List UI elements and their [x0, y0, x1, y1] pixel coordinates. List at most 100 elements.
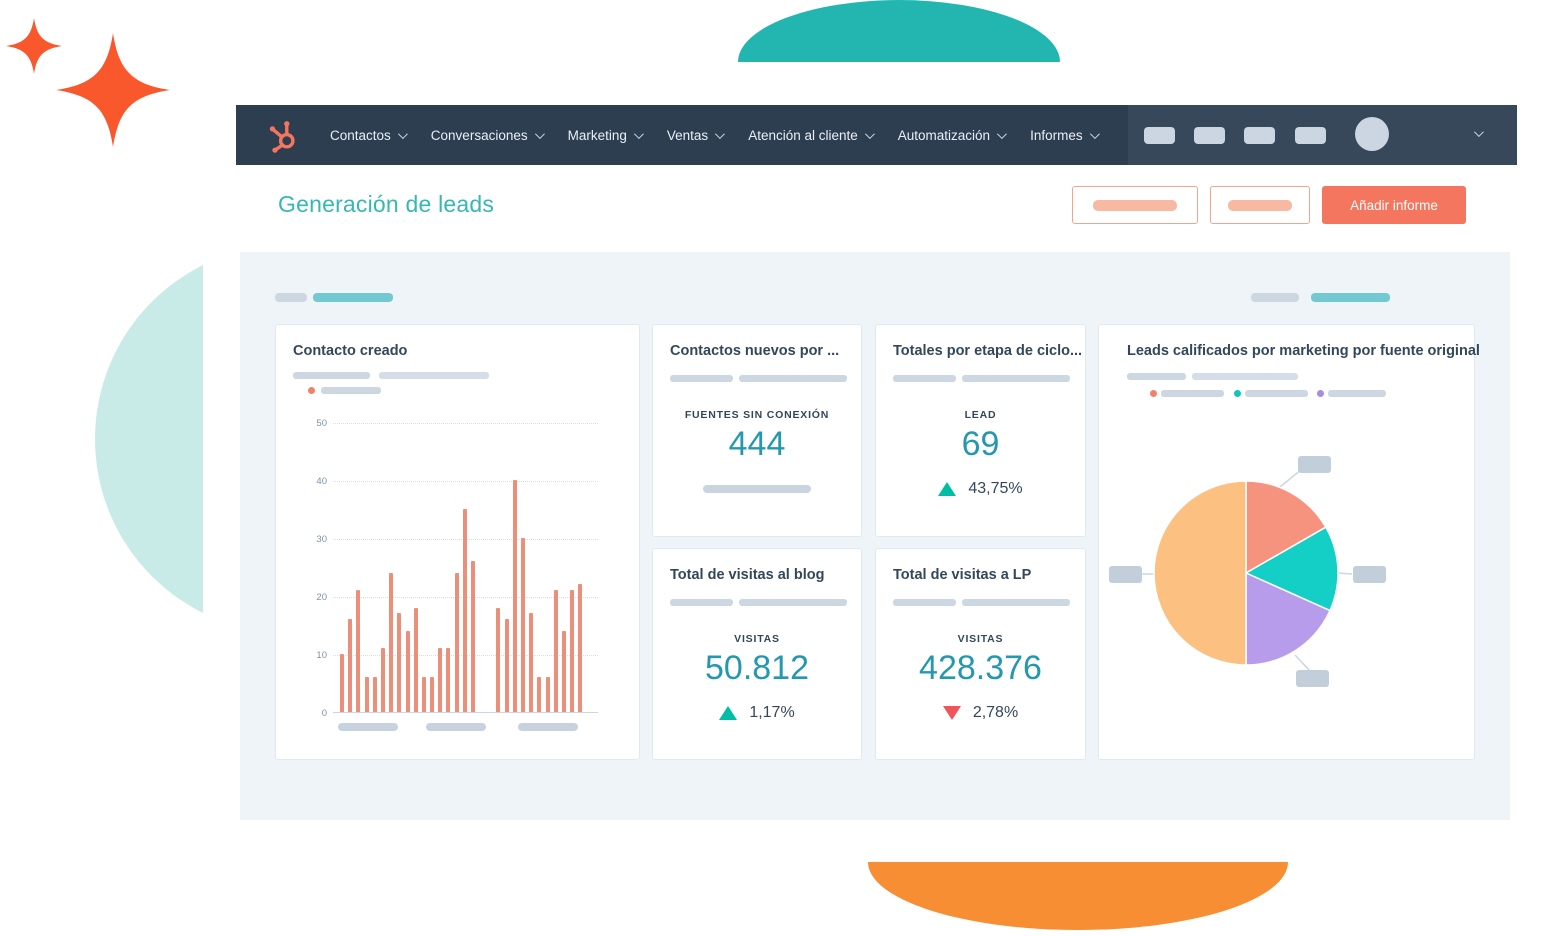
- button-placeholder-bar: [1093, 199, 1177, 211]
- nav-item-label: Automatización: [897, 127, 991, 143]
- nav-item-label: Informes: [1030, 127, 1083, 143]
- bar: [471, 561, 475, 712]
- triangle-up-icon: [938, 482, 957, 496]
- nav-item-automatizacion[interactable]: Automatización: [897, 127, 1007, 143]
- panel-filter-chip-teal[interactable]: [313, 293, 393, 302]
- placeholder-bar: [893, 599, 956, 606]
- x-axis-placeholder-label: [426, 723, 486, 731]
- placeholder-bar: [962, 375, 1070, 382]
- nav-tool-icon[interactable]: [1194, 127, 1225, 144]
- bar: [438, 648, 443, 712]
- card-blog-visits: Total de visitas al blog VISITAS 50.812 …: [652, 548, 862, 760]
- nav-tool-icon[interactable]: [1295, 127, 1326, 144]
- bar: [340, 654, 344, 712]
- nav-item-contactos[interactable]: Contactos: [330, 127, 408, 143]
- x-axis-placeholder-label: [338, 723, 398, 731]
- pie-callout-label: [1298, 456, 1331, 473]
- placeholder-bar: [1192, 373, 1298, 380]
- placeholder-bar: [293, 372, 370, 379]
- delta-value: 1,17%: [749, 704, 795, 721]
- y-axis-tick-label: 40: [316, 476, 327, 487]
- metric-value: 69: [961, 425, 1000, 463]
- bar: [545, 677, 550, 712]
- nav-item-marketing[interactable]: Marketing: [568, 128, 644, 143]
- pie-callout-label: [1353, 566, 1386, 583]
- delta-value: 2,78%: [972, 704, 1019, 721]
- metric-value: 428.376: [919, 649, 1042, 687]
- bar: [430, 677, 435, 712]
- hubspot-logo-icon[interactable]: [266, 119, 300, 153]
- coral-slice: [1245, 480, 1327, 575]
- pie-callout-label: [1296, 670, 1329, 687]
- bar: [446, 648, 451, 712]
- triangle-down-icon: [942, 706, 961, 720]
- sparkle-star-small-icon: [6, 18, 62, 74]
- bar: [372, 677, 377, 712]
- card-title: Leads calificados por marketing por fuen…: [1127, 343, 1480, 359]
- y-axis-tick-label: 30: [316, 534, 327, 545]
- card-title: Contactos nuevos por ...: [670, 343, 840, 359]
- legend-dot-coral-icon: [1150, 390, 1157, 397]
- metric-label: FUENTES SIN CONEXIÓN: [684, 409, 830, 421]
- panel-filter-chip-teal[interactable]: [1311, 293, 1390, 302]
- chevron-down-icon: [997, 128, 1007, 139]
- delta-row: 43,75%: [876, 480, 1085, 498]
- bar: [421, 677, 426, 712]
- nav-item-conversaciones[interactable]: Conversaciones: [431, 128, 545, 143]
- panel-filter-chip-gray[interactable]: [275, 293, 307, 302]
- bar: [389, 572, 394, 712]
- top-navbar: Contactos Conversaciones Marketing Venta…: [236, 105, 1517, 165]
- card-new-contacts: Contactos nuevos por ... FUENTES SIN CON…: [652, 324, 862, 537]
- nav-item-atencion-al-cliente[interactable]: Atención al cliente: [748, 127, 875, 143]
- sparkle-star-large-icon: [56, 33, 170, 147]
- bar: [512, 480, 517, 712]
- legend-placeholder-bar: [321, 387, 381, 394]
- card-lifecycle-totals: Totales por etapa de ciclo... LEAD 69 43…: [875, 324, 1086, 537]
- delta-row: 2,78%: [876, 704, 1085, 722]
- avatar[interactable]: [1355, 117, 1389, 151]
- bar: [348, 619, 353, 712]
- card-title: Total de visitas al blog: [670, 567, 825, 583]
- chevron-down-icon: [633, 128, 644, 139]
- filter-button-2[interactable]: [1210, 186, 1310, 224]
- purple-slice: [1245, 571, 1331, 666]
- card-contact-created: Contacto creado 0 10 20 30 40 50: [275, 324, 640, 760]
- nav-item-label: Contactos: [330, 127, 391, 143]
- bar: [397, 613, 402, 712]
- placeholder-bar: [962, 599, 1070, 606]
- bar: [380, 648, 385, 712]
- chevron-down-icon: [397, 128, 408, 139]
- page-title: Generación de leads: [278, 191, 495, 217]
- legend-placeholder-bar: [1161, 390, 1224, 397]
- delta-row: 1,17%: [653, 704, 861, 722]
- y-axis-tick-label: 20: [316, 592, 327, 603]
- add-report-button[interactable]: Añadir informe: [1322, 186, 1466, 224]
- teal-slice: [1244, 526, 1339, 612]
- nav-item-label: Atención al cliente: [748, 127, 858, 143]
- bar: [364, 677, 369, 712]
- nav-menu: Contactos Conversaciones Marketing Venta…: [330, 105, 1100, 165]
- bar: [529, 613, 534, 712]
- pie-callout-label: [1109, 566, 1142, 583]
- legend-placeholder-bar: [1328, 390, 1386, 397]
- chevron-down-icon: [715, 128, 726, 139]
- card-title: Total de visitas a LP: [893, 567, 1032, 583]
- gridline: [333, 481, 598, 482]
- nav-item-ventas[interactable]: Ventas: [666, 127, 726, 143]
- triangle-up-icon: [719, 706, 738, 720]
- filter-button-1[interactable]: [1072, 186, 1198, 224]
- nav-tool-icon[interactable]: [1244, 127, 1275, 144]
- gridline: [333, 423, 598, 424]
- panel-filter-chip-gray[interactable]: [1251, 293, 1299, 302]
- delta-value: 43,75%: [968, 480, 1023, 497]
- peach-slice: [1153, 480, 1247, 666]
- bar: [356, 590, 361, 712]
- bar: [504, 619, 509, 712]
- bar: [413, 607, 418, 712]
- bar: [496, 607, 501, 712]
- nav-item-label: Ventas: [666, 127, 709, 143]
- card-title: Totales por etapa de ciclo...: [893, 343, 1083, 359]
- nav-tool-icon[interactable]: [1144, 127, 1175, 144]
- nav-item-informes[interactable]: Informes: [1030, 127, 1100, 143]
- metric-placeholder-bar: [703, 485, 811, 493]
